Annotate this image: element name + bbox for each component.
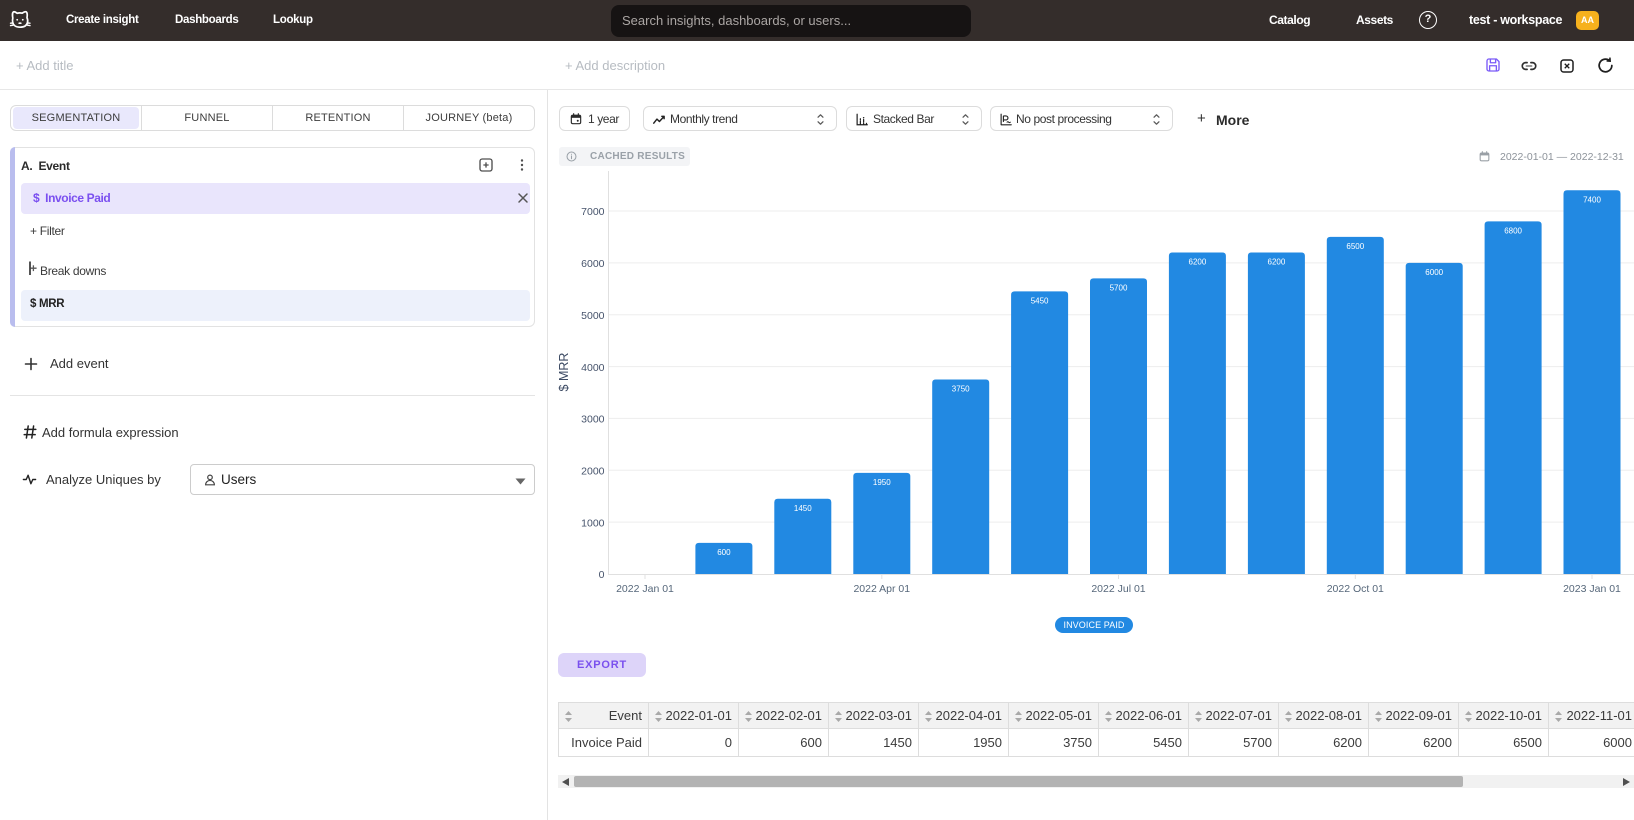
svg-text:6000: 6000 [1425, 268, 1443, 277]
svg-text:3000: 3000 [581, 414, 605, 426]
svg-text:7400: 7400 [1583, 195, 1601, 204]
svg-text:600: 600 [717, 548, 731, 557]
svg-text:1000: 1000 [581, 517, 605, 529]
svg-text:7000: 7000 [581, 206, 605, 218]
svg-text:2022 Oct 01: 2022 Oct 01 [1327, 583, 1384, 595]
svg-text:4000: 4000 [581, 362, 605, 374]
svg-text:5700: 5700 [1110, 283, 1128, 292]
svg-text:2000: 2000 [581, 466, 605, 478]
svg-text:6800: 6800 [1504, 226, 1522, 235]
svg-text:$ MRR: $ MRR [557, 353, 571, 392]
svg-text:5000: 5000 [581, 310, 605, 322]
svg-text:5450: 5450 [1031, 296, 1049, 305]
svg-text:2022 Jul 01: 2022 Jul 01 [1091, 583, 1145, 595]
svg-text:1950: 1950 [873, 478, 891, 487]
svg-text:6200: 6200 [1189, 258, 1207, 267]
svg-text:2023 Jan 01: 2023 Jan 01 [1563, 583, 1621, 595]
svg-text:1450: 1450 [794, 504, 812, 513]
svg-text:6200: 6200 [1268, 258, 1286, 267]
svg-text:6500: 6500 [1346, 242, 1364, 251]
svg-text:2022 Apr 01: 2022 Apr 01 [853, 583, 910, 595]
svg-text:6000: 6000 [581, 258, 605, 270]
svg-text:0: 0 [599, 569, 605, 581]
svg-text:3750: 3750 [952, 385, 970, 394]
svg-text:2022 Jan 01: 2022 Jan 01 [616, 583, 674, 595]
